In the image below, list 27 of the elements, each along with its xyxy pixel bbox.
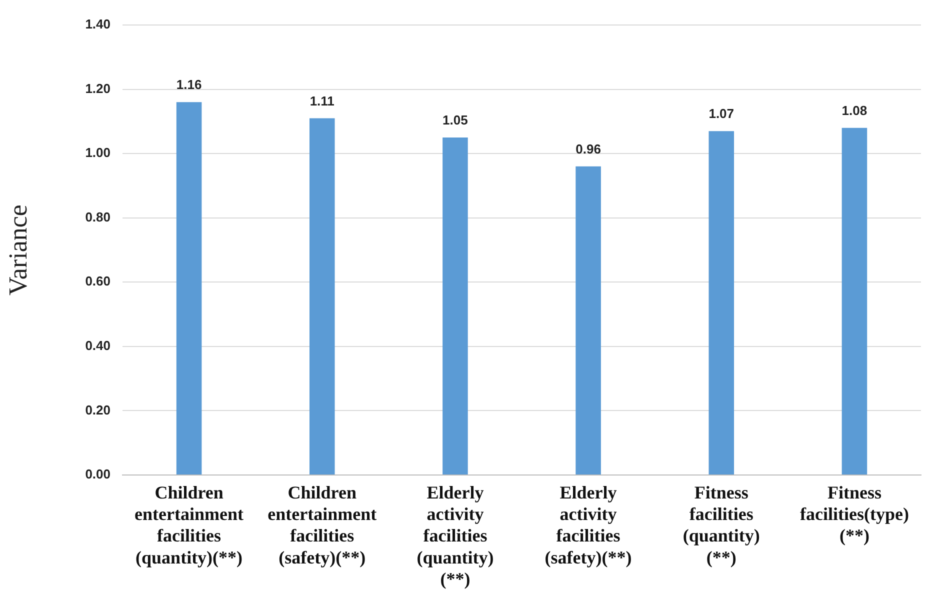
- bar: [576, 166, 601, 474]
- y-tick-label: 1.40: [85, 16, 110, 32]
- y-tick-label: 0.00: [85, 466, 110, 482]
- y-tick-label: 1.20: [85, 80, 110, 96]
- bar: [842, 128, 868, 474]
- y-axis-title: Variance: [3, 204, 32, 296]
- data-label: 1.11: [310, 93, 334, 108]
- x-tick-label: Elderly activity facilities (safety)(**): [544, 482, 632, 568]
- x-tick-label: Children entertainment facilities (quantity)(**): [134, 482, 244, 568]
- x-tick-label: Children entertainment facilities (safety)(**): [268, 482, 377, 568]
- bar: [442, 138, 468, 474]
- data-label: 1.16: [176, 77, 202, 92]
- data-label: 1.05: [442, 112, 468, 128]
- y-tick-label: 0.40: [85, 338, 110, 354]
- x-tick-label: Fitness facilities (quantity) (**): [682, 482, 760, 568]
- bar: [708, 131, 734, 474]
- y-tick-label: 0.80: [85, 209, 110, 224]
- bar: [309, 118, 335, 474]
- y-tick-label: 0.60: [85, 274, 110, 289]
- y-tick-label: 0.20: [85, 402, 110, 418]
- y-tick-label: 1.00: [85, 145, 110, 160]
- x-tick-label: Fitness facilities(type) (**): [800, 482, 909, 546]
- x-tick-label: Elderly activity facilities (quantity) (**): [416, 482, 494, 589]
- data-label: 1.07: [708, 106, 734, 122]
- data-label: 1.08: [842, 102, 868, 118]
- data-label: 0.96: [576, 142, 601, 157]
- bar: [176, 102, 202, 474]
